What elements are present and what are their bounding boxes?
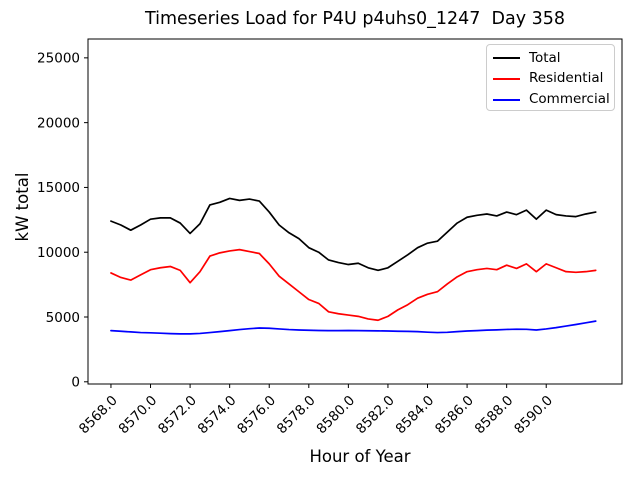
x-tick-label: 8572.0: [155, 393, 200, 438]
legend-line-sample-total: [493, 57, 520, 60]
axes-frame: [87, 38, 623, 385]
x-tick-label: 8580.0: [313, 393, 358, 438]
legend-line-sample-residential: [493, 77, 520, 80]
x-tick-label: 8582.0: [353, 393, 398, 438]
y-tick-label: 0: [71, 375, 80, 391]
series-line-total: [110, 197, 597, 272]
x-tick-label: 8574.0: [195, 393, 240, 438]
y-tick-label: 15000: [37, 180, 80, 196]
y-tick-label: 20000: [37, 115, 80, 131]
series-line-commercial: [110, 320, 597, 335]
x-tick-label: 8578.0: [274, 393, 319, 438]
x-tick-label: 8586.0: [432, 393, 477, 438]
legend-line-sample-commercial: [493, 98, 520, 101]
legend-entry-commercial: Commercial: [493, 90, 614, 110]
legend: Total Residential Commercial: [486, 44, 615, 111]
series-line-residential: [110, 248, 597, 322]
x-tick-label: 8584.0: [393, 393, 438, 438]
y-tick-label: 10000: [37, 245, 80, 261]
x-tick-label: 8590.0: [511, 393, 556, 438]
legend-label-residential: Residential: [529, 70, 604, 87]
x-tick-label: 8588.0: [472, 393, 517, 438]
legend-entry-total: Total: [493, 48, 614, 68]
x-tick-label: 8576.0: [234, 393, 279, 438]
chart-title: Timeseries Load for P4U p4uhs0_1247 Day …: [144, 9, 566, 29]
legend-label-total: Total: [529, 49, 561, 66]
y-tick-label: 25000: [37, 51, 80, 67]
legend-entry-residential: Residential: [493, 69, 614, 89]
legend-label-commercial: Commercial: [529, 90, 610, 107]
y-tick-label: 5000: [46, 310, 80, 326]
x-axis-label: Hour of Year: [309, 447, 411, 466]
x-tick-label: 8568.0: [76, 393, 121, 438]
x-tick-label: 8570.0: [116, 393, 161, 438]
